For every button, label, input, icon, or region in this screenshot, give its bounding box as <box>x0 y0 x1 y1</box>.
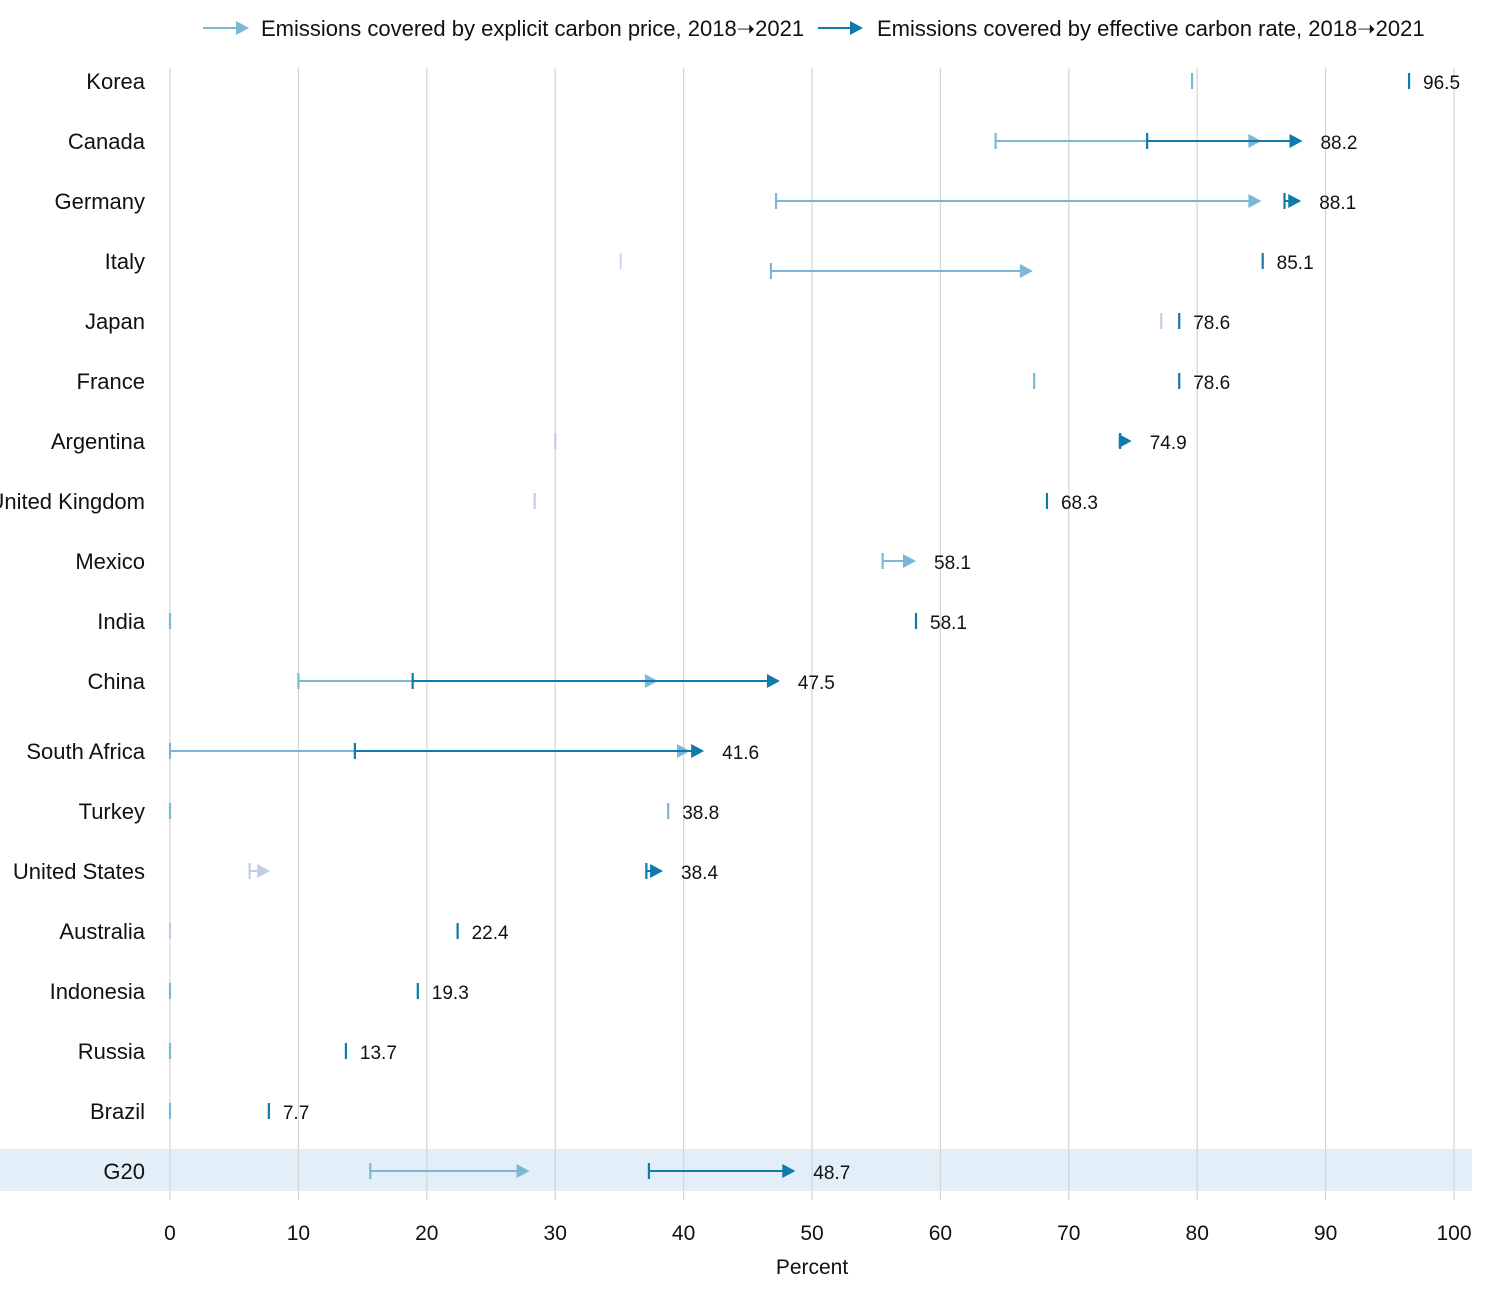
row-turkey: Turkey 38.8 <box>79 799 720 824</box>
explicit-mark-arrow-head <box>903 554 917 568</box>
country-label: Turkey <box>79 799 145 824</box>
data-label: 78.6 <box>1193 373 1230 394</box>
x-tick-label: 80 <box>1186 1222 1209 1245</box>
country-label: France <box>77 369 145 394</box>
data-label: 38.8 <box>682 803 719 824</box>
effective-mark-arrow-head <box>691 744 705 758</box>
data-label: 96.5 <box>1423 73 1460 94</box>
x-tick-label: 100 <box>1436 1222 1471 1245</box>
country-label: South Africa <box>26 739 145 764</box>
explicit-mark-arrow-head <box>516 1164 530 1178</box>
country-label: Japan <box>85 309 145 334</box>
data-label: 88.2 <box>1320 133 1357 154</box>
country-label: Brazil <box>90 1099 145 1124</box>
country-label: United States <box>13 859 145 884</box>
country-label: Mexico <box>75 549 145 574</box>
effective-mark-arrow-head <box>650 864 664 878</box>
country-label: China <box>88 669 146 694</box>
country-label: Russia <box>78 1039 146 1064</box>
country-label: Italy <box>105 249 145 274</box>
x-tick-label: 30 <box>544 1222 567 1245</box>
effective-mark-arrow-head <box>1118 434 1132 448</box>
row-indonesia: Indonesia 19.3 <box>50 979 469 1004</box>
row-brazil: Brazil 7.7 <box>90 1099 309 1124</box>
data-label: 13.7 <box>360 1043 397 1064</box>
explicit-mark-arrow-head <box>1019 264 1033 278</box>
data-label: 47.5 <box>798 673 835 694</box>
x-tick-label: 90 <box>1314 1222 1337 1245</box>
country-label: United Kingdom <box>0 489 145 514</box>
row-mexico: Mexico 58.1 <box>75 549 971 574</box>
row-france: France 78.6 <box>77 369 1231 394</box>
row-united-states: United States 38.4 <box>13 859 719 884</box>
legend-effective-label: Emissions covered by effective carbon ra… <box>877 16 1425 41</box>
country-label: Indonesia <box>50 979 146 1004</box>
rows-layer: Korea 96.5 Canada 88.2 Germany 88.1 Italy 85.1 J… <box>0 69 1460 1184</box>
row-italy: Italy 85.1 <box>105 249 1314 279</box>
x-tick-label: 50 <box>800 1222 823 1245</box>
data-label: 88.1 <box>1319 193 1356 214</box>
data-label: 74.9 <box>1150 433 1187 454</box>
explicit-mark-arrow-head <box>257 864 271 878</box>
data-label: 68.3 <box>1061 493 1098 514</box>
x-tick-label: 70 <box>1057 1222 1080 1245</box>
effective-mark-arrow-head <box>1288 194 1302 208</box>
x-axis-label: Percent <box>776 1256 849 1279</box>
grid-layer <box>169 68 1455 1200</box>
data-label: 19.3 <box>432 983 469 1004</box>
x-axis: 0 10 20 30 40 50 60 70 80 90 100 <box>164 1222 1471 1245</box>
legend-explicit-arrow-head <box>236 21 249 35</box>
row-south-africa: South Africa 41.6 <box>26 739 759 764</box>
row-china: China 47.5 <box>88 669 835 694</box>
data-label: 7.7 <box>283 1103 309 1124</box>
row-g20: G20 48.7 <box>103 1159 850 1184</box>
row-russia: Russia 13.7 <box>78 1039 397 1064</box>
country-label: India <box>97 609 145 634</box>
legend: Emissions covered by explicit carbon pri… <box>203 16 1425 41</box>
legend-explicit-label: Emissions covered by explicit carbon pri… <box>261 16 804 41</box>
effective-mark-arrow-head <box>766 674 780 688</box>
x-tick-label: 0 <box>164 1222 176 1245</box>
country-label: Germany <box>55 189 145 214</box>
data-label: 85.1 <box>1277 253 1314 274</box>
row-japan: Japan 78.6 <box>85 309 1230 334</box>
country-label: G20 <box>103 1159 145 1184</box>
data-label: 22.4 <box>472 923 509 944</box>
x-tick-label: 10 <box>287 1222 310 1245</box>
effective-mark-arrow-head <box>782 1164 796 1178</box>
legend-effective-arrow-head <box>850 21 863 35</box>
data-label: 58.1 <box>934 553 971 574</box>
explicit-mark-arrow-head <box>1248 194 1262 208</box>
data-label: 38.4 <box>681 863 718 884</box>
row-korea: Korea 96.5 <box>86 69 1460 94</box>
x-tick-label: 60 <box>929 1222 952 1245</box>
country-label: Australia <box>59 919 145 944</box>
x-tick-label: 40 <box>672 1222 695 1245</box>
country-label: Korea <box>86 69 145 94</box>
row-canada: Canada 88.2 <box>68 129 1358 154</box>
country-label: Argentina <box>51 429 146 454</box>
data-label: 48.7 <box>813 1163 850 1184</box>
data-label: 78.6 <box>1193 313 1230 334</box>
effective-mark-arrow-head <box>1289 134 1303 148</box>
data-label: 58.1 <box>930 613 967 634</box>
row-argentina: Argentina 74.9 <box>51 429 1187 454</box>
row-india: India 58.1 <box>97 609 967 634</box>
row-australia: Australia 22.4 <box>59 919 509 944</box>
country-label: Canada <box>68 129 146 154</box>
data-label: 41.6 <box>722 743 759 764</box>
row-germany: Germany 88.1 <box>55 189 1357 214</box>
x-tick-label: 20 <box>415 1222 438 1245</box>
row-united-kingdom: United Kingdom 68.3 <box>0 489 1098 514</box>
